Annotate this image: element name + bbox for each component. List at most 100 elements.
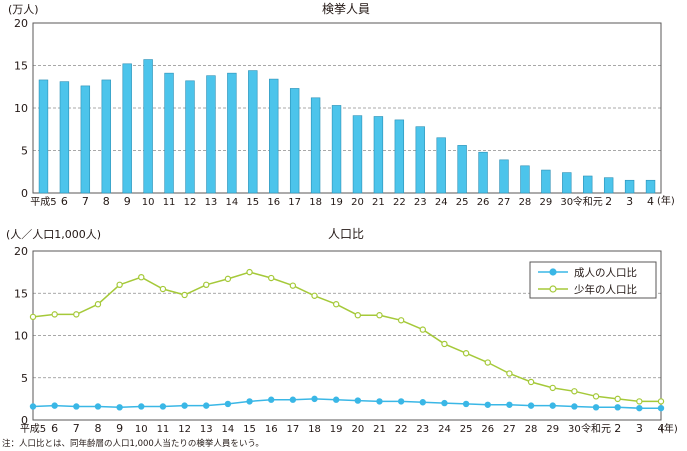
bar bbox=[645, 179, 656, 194]
series-point-adult bbox=[506, 401, 513, 408]
bar-x-tick-label: 27 bbox=[498, 197, 511, 208]
series-point-juvenile bbox=[246, 268, 253, 276]
series-line-juvenile bbox=[32, 271, 661, 403]
bar-x-tick-label: 17 bbox=[288, 197, 301, 208]
line-x-tick-label: 4 bbox=[658, 422, 665, 435]
bar-x-tick-label: 9 bbox=[124, 195, 131, 208]
line-chart-title: 人口比 bbox=[328, 227, 364, 241]
bar-x-tick-label: 18 bbox=[309, 197, 322, 208]
series-point-juvenile bbox=[506, 370, 513, 377]
line-chart-legend: 成人の人口比 少年の人口比 bbox=[529, 261, 657, 299]
bar-x-tick-label: 平成5 bbox=[30, 196, 56, 208]
series-point-juvenile bbox=[354, 312, 362, 319]
bar bbox=[457, 145, 467, 194]
series-point-adult bbox=[614, 404, 621, 411]
bar-x-tick-label: 19 bbox=[330, 197, 343, 208]
series-point-juvenile bbox=[51, 311, 58, 318]
footnote: 注：人口比とは、同年齢層の人口1,000人当たりの検挙人員をいう。 bbox=[2, 439, 264, 449]
bar-x-tick-label: 2 bbox=[605, 195, 612, 208]
bar-x-tick-label: 8 bbox=[103, 195, 110, 208]
bar bbox=[436, 137, 446, 194]
bar bbox=[164, 72, 174, 194]
bar-x-tick-label: 28 bbox=[519, 197, 532, 208]
series-point-juvenile bbox=[549, 384, 556, 392]
line-x-tick-label: 16 bbox=[265, 424, 278, 435]
bar bbox=[289, 88, 300, 194]
bar-y-tick-label: 10 bbox=[14, 102, 28, 115]
series-point-juvenile bbox=[441, 340, 448, 348]
series-point-adult bbox=[311, 395, 318, 403]
series-point-adult bbox=[29, 403, 37, 410]
series-point-juvenile bbox=[376, 312, 383, 319]
series-point-adult bbox=[527, 402, 535, 409]
bar-x-tick-label: 23 bbox=[414, 197, 427, 208]
series-point-juvenile bbox=[332, 301, 340, 308]
line-y-tick-label: 5 bbox=[21, 372, 28, 385]
bar-x-tick-label: 6 bbox=[61, 195, 68, 208]
bar-chart-title: 検挙人員 bbox=[322, 2, 370, 16]
series-point-adult bbox=[549, 402, 556, 409]
line-x-tick-label: 19 bbox=[330, 424, 343, 435]
bar bbox=[122, 63, 132, 194]
line-x-tick-label: 30 bbox=[568, 424, 581, 435]
series-line-adult bbox=[32, 398, 661, 409]
series-point-adult bbox=[289, 396, 297, 403]
line-x-tick-label: 13 bbox=[200, 424, 213, 435]
bar-x-tick-label: 20 bbox=[351, 197, 364, 208]
bar-plot-frame bbox=[32, 22, 662, 194]
bar-chart-x-unit: (年) bbox=[657, 194, 675, 207]
series-point-adult bbox=[224, 400, 232, 408]
series-point-adult bbox=[484, 401, 491, 408]
line-x-tick-label: 18 bbox=[308, 424, 321, 435]
line-plot-frame bbox=[32, 250, 662, 421]
series-point-adult bbox=[397, 398, 405, 405]
bar bbox=[541, 169, 551, 194]
line-x-tick-label: 平成5 bbox=[20, 423, 46, 435]
bar bbox=[352, 115, 363, 194]
line-x-tick-label: 令和元 bbox=[581, 422, 611, 435]
series-point-adult bbox=[246, 398, 253, 405]
series-point-juvenile bbox=[224, 275, 232, 283]
series-point-juvenile bbox=[94, 301, 102, 308]
series-point-juvenile bbox=[159, 285, 167, 293]
bar-x-tick-label: 11 bbox=[163, 197, 176, 208]
series-point-adult bbox=[268, 396, 275, 403]
bar bbox=[80, 85, 91, 194]
bar-y-tick-label: 15 bbox=[14, 60, 28, 73]
bar bbox=[562, 172, 572, 194]
series-point-adult bbox=[181, 402, 188, 409]
series-point-adult bbox=[636, 404, 643, 412]
series-point-juvenile bbox=[462, 350, 470, 357]
series-point-juvenile bbox=[138, 273, 145, 281]
series-point-juvenile bbox=[203, 281, 210, 288]
series-point-juvenile bbox=[116, 281, 123, 288]
bar-x-tick-label: 24 bbox=[435, 197, 448, 208]
bar-chart-y-unit: (万人) bbox=[8, 3, 39, 16]
series-point-juvenile bbox=[657, 398, 665, 405]
series-point-adult bbox=[571, 403, 578, 410]
line-x-tick-label: 2 bbox=[614, 422, 621, 435]
series-point-juvenile bbox=[527, 378, 535, 386]
legend-label-adult: 成人の人口比 bbox=[574, 266, 637, 279]
bar bbox=[206, 75, 216, 194]
series-point-juvenile bbox=[73, 311, 80, 318]
series-point-adult bbox=[462, 400, 470, 408]
line-x-tick-label: 24 bbox=[438, 424, 451, 435]
line-chart-y-unit: (人／人口1,000人) bbox=[6, 228, 101, 241]
series-point-adult bbox=[592, 404, 600, 411]
bar bbox=[331, 105, 342, 194]
line-x-tick-label: 8 bbox=[94, 422, 101, 435]
bar bbox=[248, 70, 258, 194]
series-point-juvenile bbox=[571, 388, 578, 395]
line-x-tick-label: 25 bbox=[460, 424, 473, 435]
series-point-juvenile bbox=[311, 292, 318, 299]
legend-box bbox=[529, 261, 657, 299]
line-y-tick-label: 0 bbox=[21, 414, 28, 427]
bar bbox=[227, 72, 237, 194]
bar-y-tick-label: 20 bbox=[14, 17, 28, 30]
series-point-juvenile bbox=[636, 398, 643, 405]
line-x-tick-label: 27 bbox=[503, 424, 516, 435]
series-point-adult bbox=[116, 404, 123, 411]
line-y-tick-label: 15 bbox=[14, 287, 28, 300]
